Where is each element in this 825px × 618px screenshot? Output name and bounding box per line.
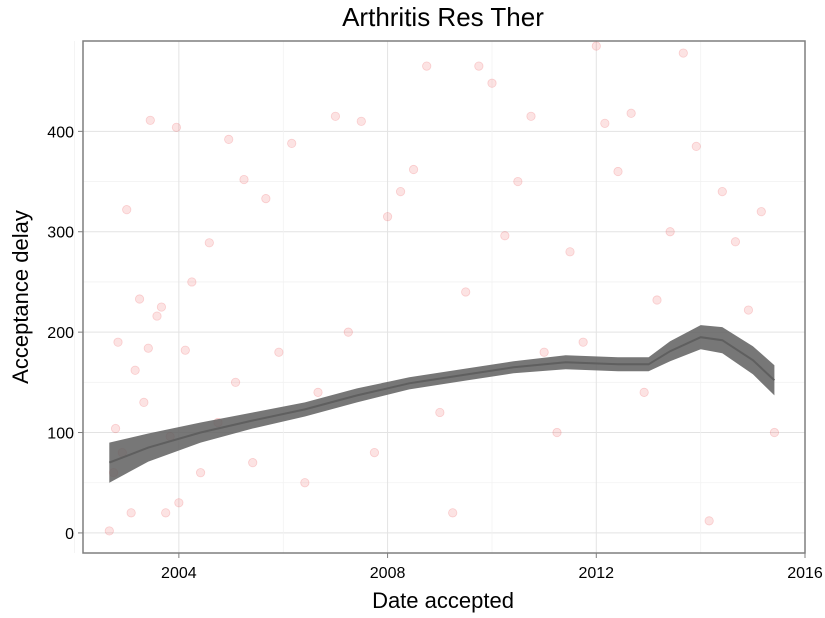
scatter-point	[174, 498, 184, 508]
y-tick-label: 100	[47, 426, 74, 443]
axis-ticks: 0 100 200 300 400 2004 2008 2012 2016	[47, 124, 823, 582]
scatter-point	[626, 108, 636, 118]
scatter-point	[224, 134, 234, 144]
scatter-point	[356, 116, 366, 126]
plot-panel-border	[82, 40, 806, 554]
scatter-point	[104, 526, 114, 536]
scatter-point	[110, 423, 121, 434]
scatter-point	[513, 176, 523, 187]
scatter-point	[422, 61, 432, 71]
scatter-point	[113, 337, 123, 347]
scatter-point	[130, 365, 140, 375]
smooth-line	[108, 336, 776, 464]
scatter-point	[287, 138, 297, 148]
scatter-point	[526, 111, 536, 121]
scatter-point	[180, 345, 190, 355]
scatter-point	[139, 397, 149, 408]
x-tick-label: 2004	[161, 565, 197, 582]
scatter-point	[274, 347, 284, 357]
scatter-point	[461, 287, 471, 297]
scatter-point	[152, 311, 162, 321]
scatter-point	[230, 377, 241, 387]
scatter-point	[448, 508, 458, 518]
scatter-point	[156, 302, 167, 312]
scatter-point	[600, 118, 610, 128]
scatter-point	[591, 41, 601, 51]
scatter-point	[756, 207, 766, 217]
scatter-point	[143, 343, 153, 353]
scatter-point	[369, 448, 380, 458]
scatter-point	[239, 174, 249, 185]
scatter-point	[395, 186, 406, 197]
x-tick-label: 2012	[578, 565, 614, 582]
y-tick-label: 300	[47, 225, 74, 242]
scatter-point	[769, 427, 780, 438]
scatter-point	[343, 327, 353, 337]
scatter-point	[313, 387, 323, 397]
x-tick-label: 2008	[370, 565, 406, 582]
scatter-point	[435, 407, 445, 418]
scatter-point	[665, 227, 675, 237]
scatter-point	[487, 78, 497, 88]
scatter-point	[382, 212, 393, 222]
scatter-point	[691, 141, 701, 152]
scatter-point	[187, 277, 197, 287]
scatter-point	[161, 508, 171, 518]
scatter-point	[500, 231, 510, 241]
scatter-point	[300, 478, 310, 488]
y-tick-label: 200	[47, 325, 74, 342]
scatter-point	[613, 166, 623, 177]
scatter-point	[204, 238, 214, 248]
scatter-point	[678, 48, 688, 58]
x-tick-label: 2016	[787, 565, 823, 582]
scatter-point	[565, 247, 575, 257]
scatter-point	[578, 337, 588, 347]
scatter-point	[639, 387, 649, 397]
scatter-point	[743, 305, 754, 315]
scatter-point	[122, 205, 132, 215]
scatter-point	[652, 295, 662, 305]
scatter-point	[474, 61, 484, 71]
scatter-point	[552, 427, 562, 438]
scatter-point	[730, 237, 741, 247]
scatter-point	[126, 508, 136, 518]
scatter-point	[195, 468, 206, 478]
scatter-point	[261, 194, 271, 204]
scatter-point	[145, 115, 155, 125]
scatter-point	[330, 111, 341, 121]
x-axis-title: Date accepted	[372, 588, 514, 613]
scatter-point	[717, 186, 727, 197]
chart-title: Arthritis Res Ther	[342, 2, 544, 32]
scatter-point	[704, 516, 714, 526]
y-axis-title: Acceptance delay	[8, 210, 33, 384]
scatter-point	[171, 122, 182, 132]
smooth-band-group	[108, 325, 776, 483]
scatter-point	[134, 294, 145, 304]
y-tick-label: 400	[47, 124, 74, 141]
scatter-point	[248, 458, 258, 468]
scatter-point	[539, 347, 549, 357]
scatter-point	[408, 164, 419, 175]
y-tick-label: 0	[65, 526, 74, 543]
